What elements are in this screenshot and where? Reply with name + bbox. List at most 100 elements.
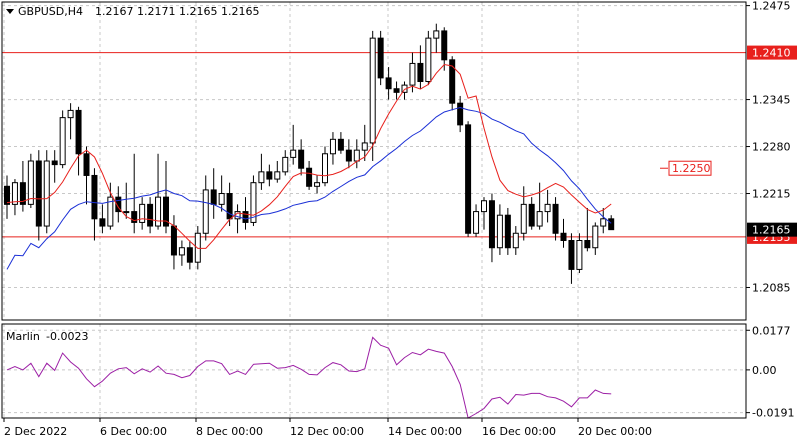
candle-body [139,203,146,223]
y-tick-label: 1.2345 [752,94,791,107]
candle [306,161,313,190]
candle-body [218,193,225,205]
candle-body [123,211,130,214]
candle [536,182,543,230]
y-tick-label: 1.2280 [752,141,791,154]
candle-body [35,160,42,227]
candle [11,179,18,216]
candle-body [536,211,543,227]
candle-body [186,247,193,263]
candle-body [51,160,58,166]
candle [91,168,98,241]
candle [544,189,551,223]
candle [59,110,66,169]
indicator-name: Marlin [6,330,40,343]
candle [345,139,352,169]
candle [552,197,559,241]
x-tick-label: 2 Dec 2022 [4,425,67,438]
candle [242,197,249,230]
candle [186,240,193,270]
candle [449,56,456,111]
candle [147,197,154,234]
candle [274,161,281,183]
candle [131,153,138,234]
candle [282,150,289,176]
marlin-indicator-line [6,336,612,419]
candle [4,175,10,219]
candle-body [202,189,209,234]
current-price-label: 1.2165 [752,224,791,237]
candle-body [131,211,138,223]
candle [99,204,106,234]
indicator-value: -0.0023 [46,330,88,343]
candle-body [99,218,106,227]
candle-body [83,153,90,176]
candle-body [568,240,575,270]
candle [19,161,26,212]
candle-body [528,203,535,227]
candle-body [170,225,177,256]
candle-body [298,149,305,169]
candle-body [512,232,519,249]
candle-body [266,171,273,180]
candle-body [314,182,321,187]
candle-body [441,30,448,61]
candle-body [504,214,511,249]
x-tick-label: 6 Dec 00:00 [100,425,167,438]
candle-body [194,232,201,263]
candle [67,103,74,140]
candle-body [385,77,392,90]
candle [560,218,567,248]
candle-body [178,247,185,256]
candle-body [488,200,495,249]
candle [258,153,265,190]
candle [473,204,480,237]
candle [584,207,591,252]
candle-body [115,196,122,213]
candle [393,81,400,100]
candle-body [369,37,376,144]
candle-body [584,240,591,249]
candle [568,233,575,284]
candle [600,207,607,234]
x-tick-label: 12 Dec 00:00 [290,425,364,438]
candle [250,175,257,227]
candle-body [290,149,297,158]
candle-body [75,109,82,155]
candle [43,150,50,234]
candle [35,150,42,241]
candle-body [552,203,559,234]
labels: 1.2475 1.2345 1.2280 1.2215 1.2085 0.0177 0.00… [4,0,797,438]
candle-body [608,218,615,231]
candle [329,132,336,165]
candle-body [322,153,328,184]
x-tick-label: 16 Dec 00:00 [482,425,556,438]
candle [433,23,440,53]
candle-body [425,37,432,82]
candle [528,197,535,230]
candle [115,186,122,223]
candle-body [250,182,257,223]
candle [51,150,58,183]
candle-body [19,182,26,205]
candle-body [457,102,464,126]
candle-body [576,240,583,270]
candle-body [496,214,503,249]
candle [83,146,90,205]
candles [4,23,615,284]
candle [608,215,615,231]
candle [504,207,511,255]
axes [3,5,750,422]
candle-body [27,160,34,205]
candle-body [67,109,74,119]
candle [576,233,583,274]
candle [481,197,487,230]
candle-body [4,185,10,205]
candle-body [465,124,472,234]
annotation-box [668,160,712,176]
indicator-y-tick-label: -0.0191 [752,407,794,420]
candle-body [544,203,551,213]
candle [226,182,233,227]
candle-body [449,59,456,104]
